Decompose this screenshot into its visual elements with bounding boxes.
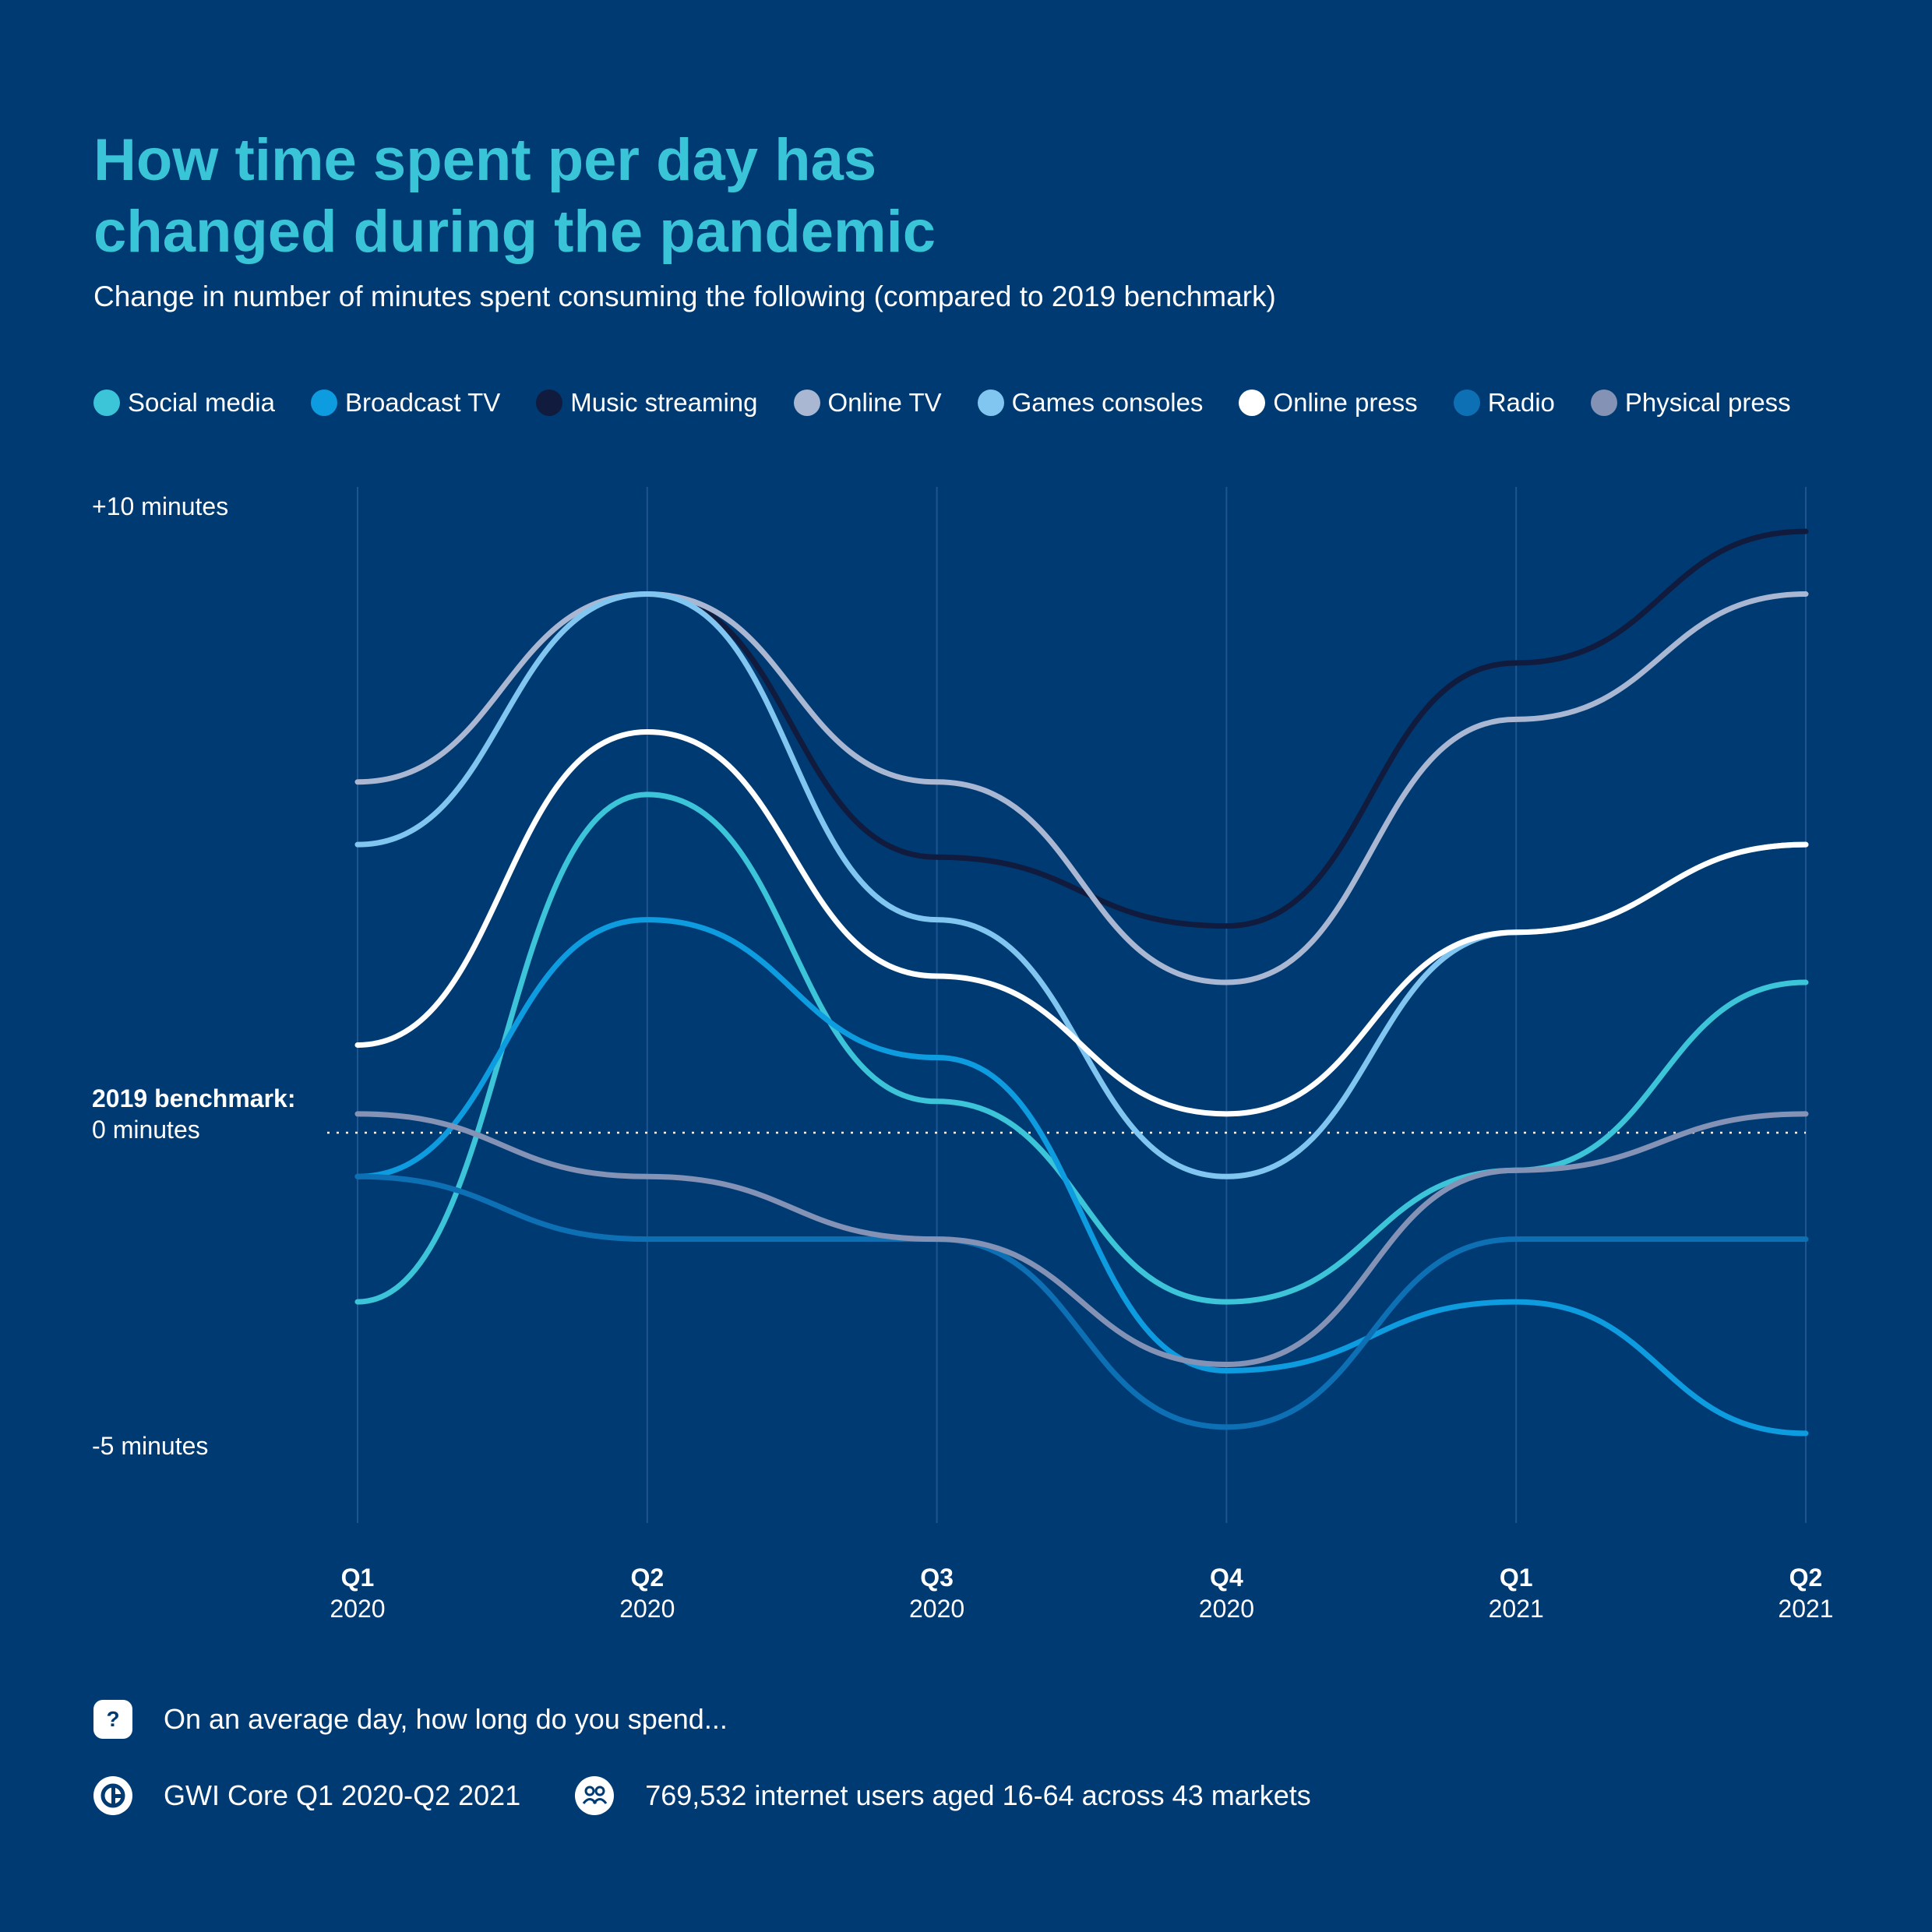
legend-item-social-media: Social media [93, 388, 275, 418]
legend-dot-icon [1590, 390, 1617, 416]
benchmark-label: 2019 benchmark: 0 minutes [92, 1083, 295, 1145]
legend-dot-icon [536, 390, 563, 416]
y-label-bottom: -5 minutes [92, 1432, 209, 1460]
legend-dot-icon [793, 390, 820, 416]
x-tick-label: Q2 2020 [569, 1562, 725, 1624]
x-tick-year: 2020 [330, 1595, 386, 1623]
legend-item-online-press: Online press [1239, 388, 1418, 418]
x-tick-quarter: Q2 [630, 1564, 665, 1592]
x-tick-label: Q4 2020 [1148, 1562, 1304, 1624]
x-tick-label: Q2 2021 [1728, 1562, 1884, 1624]
x-tick-quarter: Q3 [920, 1564, 954, 1592]
legend-item-physical-press: Physical press [1590, 388, 1791, 418]
footer-source-row: GWI Core Q1 2020-Q2 2021 769,532 interne… [93, 1776, 1311, 1815]
legend-item-music-streaming: Music streaming [536, 388, 758, 418]
page-title: How time spent per day has changed durin… [93, 125, 1262, 268]
legend-dot-icon [1453, 390, 1480, 416]
legend-label: Online TV [827, 388, 942, 417]
series-line-broadcast-tv [354, 917, 1809, 1437]
series-line-physical-press [354, 1111, 1809, 1367]
legend: Social media Broadcast TV Music streaming O… [93, 388, 1885, 418]
x-tick-label: Q1 2020 [280, 1562, 435, 1624]
x-tick-quarter: Q4 [1210, 1564, 1243, 1592]
x-tick-quarter: Q1 [340, 1564, 375, 1592]
legend-dot-icon [1239, 390, 1266, 416]
subtitle: Change in number of minutes spent consum… [93, 280, 1276, 312]
x-tick-year: 2020 [1198, 1595, 1254, 1623]
legend-label: Online press [1273, 388, 1418, 417]
users-icon [575, 1776, 615, 1815]
survey-question: On an average day, how long do you spend… [164, 1703, 728, 1735]
legend-label: Radio [1487, 388, 1555, 417]
x-tick-quarter: Q2 [1789, 1564, 1823, 1592]
benchmark-title: 2019 benchmark: [92, 1084, 296, 1112]
x-tick-year: 2020 [619, 1595, 675, 1623]
legend-label: Broadcast TV [344, 388, 501, 417]
series-line-radio [354, 1173, 1809, 1430]
footer-question-row: ? On an average day, how long do you spe… [93, 1700, 728, 1739]
title-line-2: changed during the pandemic [93, 199, 936, 265]
legend-label: Games consoles [1011, 388, 1204, 417]
data-source: GWI Core Q1 2020-Q2 2021 [164, 1779, 521, 1811]
gwi-logo-icon [93, 1776, 132, 1815]
legend-dot-icon [310, 390, 337, 416]
x-tick-quarter: Q1 [1499, 1564, 1533, 1592]
x-tick-year: 2020 [909, 1595, 965, 1623]
benchmark-value: 0 minutes [92, 1116, 200, 1144]
x-tick-year: 2021 [1488, 1595, 1544, 1623]
x-tick-label: Q3 2020 [859, 1562, 1015, 1624]
series-line-music-streaming [354, 528, 1809, 929]
legend-label: Social media [128, 388, 275, 417]
x-tick-year: 2021 [1778, 1595, 1834, 1623]
legend-item-games-consoles: Games consoles [977, 388, 1204, 418]
sample-size: 769,532 internet users aged 16-64 across… [645, 1779, 1311, 1811]
series-line-online-press [354, 728, 1809, 1117]
y-label-top: +10 minutes [92, 492, 229, 520]
legend-label: Music streaming [570, 388, 758, 417]
legend-item-online-tv: Online TV [793, 388, 942, 418]
legend-dot-icon [977, 390, 1004, 416]
x-tick-label: Q1 2021 [1438, 1562, 1594, 1624]
question-icon: ? [93, 1700, 132, 1739]
legend-dot-icon [93, 390, 120, 416]
legend-item-radio: Radio [1453, 388, 1555, 418]
title-line-1: How time spent per day has [93, 127, 877, 193]
legend-label: Physical press [1624, 388, 1791, 417]
legend-item-broadcast-tv: Broadcast TV [310, 388, 501, 418]
